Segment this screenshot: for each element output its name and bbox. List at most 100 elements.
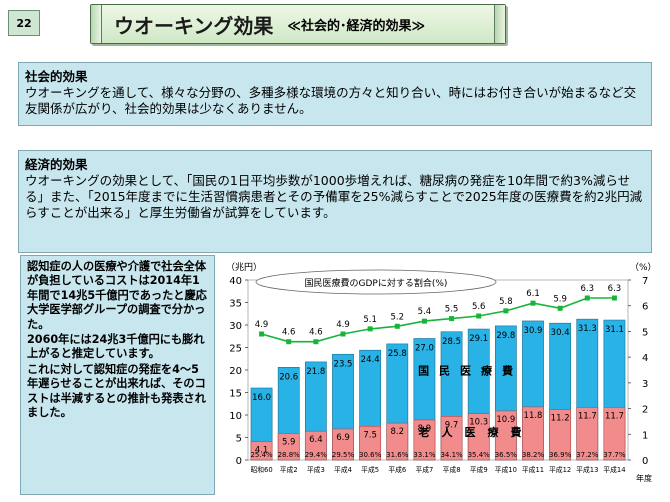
x-tick-label: 平成12 [549, 465, 571, 474]
bar-value-label-national: 27.0 [415, 344, 434, 354]
y-tick-label: 15 [229, 389, 242, 400]
bar-value-label-elderly: 8.2 [391, 427, 405, 437]
gdp-ratio-value-label: 4.9 [336, 320, 350, 330]
y-tick-label: 25 [229, 344, 242, 355]
x-tick-label: 平成13 [576, 465, 598, 474]
gdp-ratio-point [394, 323, 400, 329]
y-axis-unit: （兆円） [226, 262, 262, 273]
bar-value-label-national: 31.3 [578, 324, 597, 334]
bar-value-label-national: 29.1 [469, 334, 488, 344]
y2-tick-label: 2 [642, 405, 648, 416]
bar-elderly-medical-cost [549, 409, 572, 461]
bar-value-label-elderly: 6.9 [336, 433, 350, 443]
gdp-ratio-point [367, 326, 373, 332]
elderly-ratio-label: 38.2% [522, 451, 545, 459]
gdp-ratio-point [340, 331, 346, 337]
bar-value-label-national: 30.4 [551, 328, 570, 338]
gdp-ratio-value-label: 6.3 [608, 284, 622, 294]
y-tick-label: 5 [236, 434, 242, 445]
bar-value-label-national: 16.0 [252, 393, 271, 403]
bar-elderly-medical-cost [576, 407, 599, 461]
line-legend-bubble [255, 269, 497, 295]
x-tick-label: 平成14 [603, 465, 625, 474]
elderly-ratio-label: 28.8% [278, 451, 301, 459]
y2-tick-label: 1 [642, 430, 648, 441]
elderly-ratio-label: 25.4% [250, 451, 273, 459]
x-tick-label: 平成6 [388, 465, 406, 474]
dementia-projection-paragraph: 2060年には24兆3千億円にも膨れ上がると推定しています。 [27, 333, 205, 361]
y-tick-label: 10 [229, 411, 242, 422]
bar-value-label-national: 24.4 [361, 355, 380, 365]
bar-value-label-elderly: 11.7 [605, 411, 624, 421]
bar-elderly-medical-cost [603, 407, 626, 461]
x-tick-label: 平成3 [307, 465, 325, 474]
x-tick-label: 平成7 [415, 465, 433, 474]
elderly-ratio-label: 33.1% [413, 451, 436, 459]
y-tick-label: 20 [229, 366, 242, 377]
page-subtitle: ≪社会的･経済的効果≫ [287, 18, 426, 34]
bar-elderly-medical-cost [467, 413, 490, 461]
line-legend-label: 国民医療費のGDPに対する割合(%) [305, 277, 448, 289]
y2-axis-unit: （%） [630, 262, 657, 273]
bar-value-label-elderly: 9.7 [445, 420, 459, 430]
bar-value-label-elderly: 11.2 [551, 414, 570, 424]
y-tick-label: 0 [236, 456, 242, 467]
elderly-ratio-label: 30.6% [359, 451, 382, 459]
bar-elderly-medical-cost [332, 428, 354, 461]
economic-effect-text: ウオーキングの効果として、「国民の1日平均歩数が1000歩増えれば、糖尿病の発症… [25, 173, 643, 220]
x-tick-label: 昭和60 [250, 465, 272, 474]
x-tick-label: 平成8 [443, 465, 461, 474]
elderly-ratio-label: 31.6% [386, 451, 409, 459]
bar-value-label-elderly: 8.9 [418, 424, 432, 434]
gdp-ratio-value-label: 5.1 [363, 315, 377, 325]
scroll-right-roll [494, 5, 505, 43]
elderly-ratio-label: 29.4% [305, 451, 328, 459]
bar-elderly-medical-cost [304, 430, 327, 461]
y-tick-label: 40 [229, 276, 242, 287]
gdp-ratio-value-label: 6.3 [581, 284, 595, 294]
dementia-cost-box: 認知症の人の医療や介護で社会全体が負担しているコストは2014年1年間で14兆5… [20, 255, 215, 495]
gdp-ratio-value-label: 4.9 [255, 320, 269, 330]
series-label-elderly: 老人医療費 [418, 425, 534, 439]
dementia-delay-paragraph: これに対して認知症の発症を4～5年遅らせることが出来れば、そのコストは半減すると… [27, 362, 206, 420]
bar-value-label-elderly: 10.9 [496, 415, 515, 425]
gdp-ratio-value-label: 5.9 [553, 294, 567, 304]
bar-elderly-medical-cost [413, 419, 436, 461]
gdp-ratio-value-label: 4.6 [282, 328, 296, 338]
bar-value-label-elderly: 11.7 [578, 411, 597, 421]
economic-effect-box: 経済的効果 ウオーキングの効果として、「国民の1日平均歩数が1000歩増えれば、… [18, 150, 652, 253]
gdp-ratio-point [286, 339, 292, 345]
y2-tick-label: 3 [642, 379, 648, 390]
bar-value-label-elderly: 5.9 [282, 437, 296, 447]
medical-cost-chart: 0510152025303540（兆円）01234567（%）16.04.125… [226, 262, 657, 483]
bar-value-label-national: 28.5 [442, 337, 461, 347]
y2-tick-label: 4 [642, 353, 648, 364]
gdp-ratio-point [584, 295, 590, 301]
elderly-ratio-label: 34.1% [440, 451, 463, 459]
x-tick-label: 平成10 [495, 465, 517, 474]
scroll-left-roll [91, 5, 102, 43]
gdp-ratio-point [449, 316, 455, 322]
bar-value-label-elderly: 7.5 [363, 430, 377, 440]
social-effect-heading: 社会的効果 [25, 69, 88, 84]
bar-value-label-national: 25.8 [388, 349, 407, 359]
elderly-ratio-label: 29.5% [332, 451, 355, 459]
dementia-cost-paragraph: 認知症の人の医療や介護で社会全体が負担しているコストは2014年1年間で14兆5… [27, 260, 207, 331]
series-label-national: 国民医療費 [418, 364, 523, 378]
elderly-ratio-label: 35.4% [468, 451, 491, 459]
gdp-ratio-value-label: 6.1 [526, 289, 540, 299]
gdp-ratio-value-label: 4.6 [309, 328, 323, 338]
economic-effect-heading: 経済的効果 [25, 157, 88, 172]
gdp-ratio-point [557, 305, 563, 311]
y2-tick-label: 7 [642, 276, 648, 287]
title-banner: ウオーキング効果 ≪社会的･経済的効果≫ [90, 4, 506, 44]
gdp-ratio-point [530, 300, 536, 306]
gdp-ratio-point [259, 331, 265, 337]
y2-tick-label: 6 [642, 302, 648, 313]
bar-value-label-national: 23.5 [334, 359, 353, 369]
bar-elderly-medical-cost [277, 433, 300, 461]
bar-value-label-elderly: 11.8 [524, 411, 543, 421]
bar-value-label-national: 31.1 [605, 325, 624, 335]
bar-value-label-national: 30.9 [524, 326, 543, 336]
gdp-ratio-point [611, 295, 617, 301]
